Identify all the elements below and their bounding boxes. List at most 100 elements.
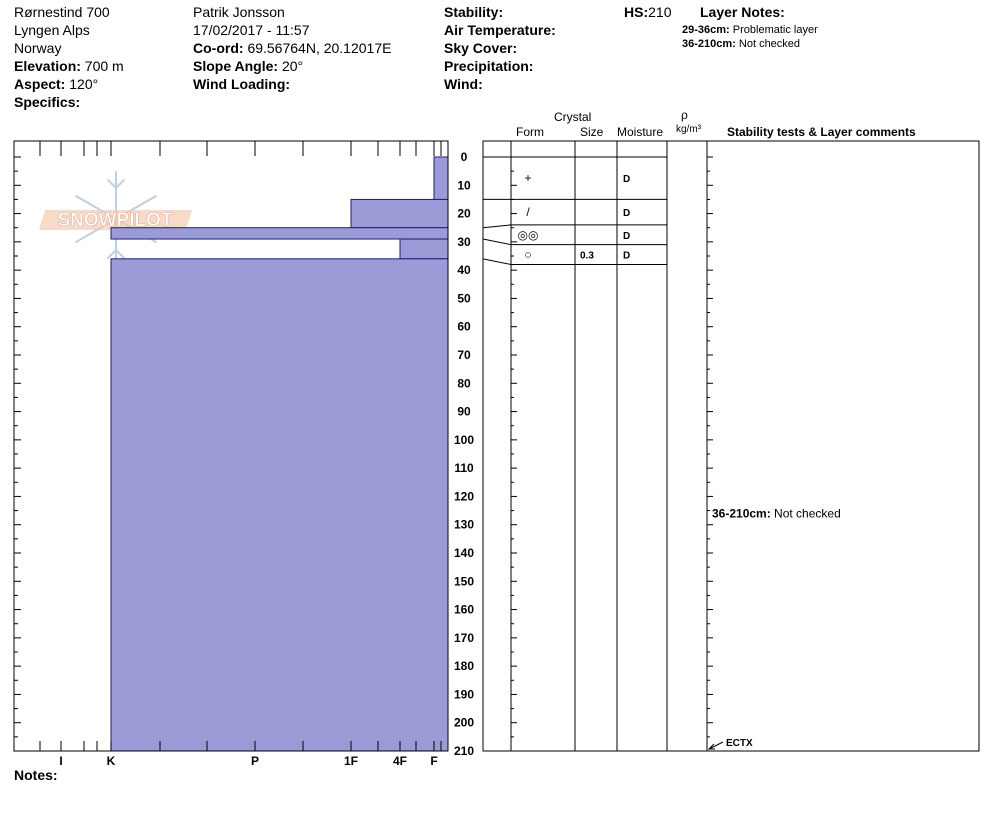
hardness-label: F bbox=[430, 754, 437, 768]
comments-header: Stability tests & Layer comments bbox=[727, 125, 916, 139]
crystal-header: Crystal bbox=[554, 110, 592, 124]
depth-label: 120 bbox=[454, 489, 474, 503]
ectx-pointer bbox=[708, 741, 724, 750]
hardness-label: 1F bbox=[344, 754, 358, 768]
country: Norway bbox=[14, 40, 62, 56]
depth-label: 50 bbox=[457, 291, 471, 305]
coordinates: Co-ord: 69.56764N, 20.12017E bbox=[193, 40, 391, 56]
specifics-label: Specifics: bbox=[14, 94, 81, 110]
wind-loading-label: Wind Loading: bbox=[193, 76, 291, 92]
coord-value: 69.56764N, 20.12017E bbox=[247, 40, 392, 56]
hardness-frame bbox=[13, 140, 449, 752]
layer-connectors bbox=[482, 156, 512, 265]
wind-label: Wind: bbox=[444, 76, 483, 92]
moisture-value: D bbox=[623, 231, 630, 242]
depth-label: 150 bbox=[454, 574, 474, 588]
depth-label: 20 bbox=[457, 207, 471, 221]
crystal-form: / bbox=[526, 205, 530, 219]
layer-rows: + D / D ◎◎ D ○ 0.3 D bbox=[511, 156, 667, 265]
depth-label: 60 bbox=[457, 320, 471, 334]
layer-comment-text: Not checked bbox=[771, 506, 841, 520]
stability-test-label: ECTX bbox=[726, 738, 753, 749]
layer-connector bbox=[482, 238, 512, 246]
moisture-value: D bbox=[623, 208, 630, 219]
depth-label: 160 bbox=[454, 603, 474, 617]
layer-note-range: 36-210cm: bbox=[682, 38, 736, 50]
slope-label: Slope Angle: bbox=[193, 58, 279, 74]
snow-height: HS:210 bbox=[624, 4, 671, 20]
hardness-label: K bbox=[107, 754, 116, 768]
crystal-form: + bbox=[524, 171, 531, 185]
logo-text: SNOWPILOT bbox=[57, 210, 172, 231]
rho-header: ρ bbox=[681, 108, 688, 122]
depth-label: 140 bbox=[454, 546, 474, 560]
layer-notes-title: Layer Notes: bbox=[700, 4, 785, 20]
depth-label: 70 bbox=[457, 348, 471, 362]
form-header: Form bbox=[516, 125, 544, 139]
observation-datetime: 17/02/2017 - 11:57 bbox=[193, 22, 310, 38]
layer-comment: 36-210cm: Not checked bbox=[712, 506, 841, 520]
layer-table-frame bbox=[482, 140, 980, 752]
depth-label: 190 bbox=[454, 687, 474, 701]
elevation-value: 700 m bbox=[84, 58, 124, 74]
observer-name: Patrik Jonsson bbox=[193, 4, 285, 20]
elevation: Elevation: 700 m bbox=[14, 58, 124, 74]
layer-note-text: Not checked bbox=[738, 38, 801, 50]
table-depth-ticks bbox=[511, 156, 713, 752]
depth-label: 180 bbox=[454, 659, 474, 673]
moisture-value: D bbox=[623, 251, 630, 262]
layer-connector bbox=[482, 224, 512, 229]
depth-label: 110 bbox=[454, 461, 474, 475]
snowpilot-logo: SNOWPILOT bbox=[39, 171, 192, 267]
layer-note: 29-36cm: Problematic layer bbox=[682, 24, 818, 36]
aspect-value: 120° bbox=[69, 76, 99, 92]
aspect: Aspect: 120° bbox=[14, 76, 98, 92]
depth-label: 40 bbox=[457, 263, 471, 277]
hardness-layers bbox=[110, 156, 449, 752]
hardness-layer-bar bbox=[433, 156, 449, 200]
crystal-form: ◎◎ bbox=[518, 228, 539, 242]
location-name: Rørnestind 700 bbox=[14, 4, 110, 20]
hs-label: HS: bbox=[624, 4, 649, 20]
depth-label: 0 bbox=[461, 150, 468, 164]
density-unit-header: kg/m³ bbox=[676, 124, 701, 135]
depth-label: 80 bbox=[457, 376, 471, 390]
aspect-label: Aspect: bbox=[14, 76, 66, 92]
layer-note-range: 29-36cm: bbox=[682, 24, 730, 36]
air-temperature-label: Air Temperature: bbox=[444, 22, 556, 38]
hardness-label: P bbox=[251, 754, 259, 768]
layer-note: 36-210cm: Not checked bbox=[682, 38, 800, 50]
ectx-arrowhead bbox=[707, 743, 715, 750]
layer-comment-range: 36-210cm: bbox=[712, 506, 771, 520]
coord-label: Co-ord: bbox=[193, 40, 244, 56]
moisture-header: Moisture bbox=[617, 125, 664, 139]
hardness-axis-labels: I K P 1F 4F F bbox=[59, 754, 437, 768]
hardness-layer-bar bbox=[110, 227, 449, 240]
depth-label: 200 bbox=[454, 716, 474, 730]
slope-value: 20° bbox=[281, 58, 304, 74]
stability-label: Stability: bbox=[444, 4, 504, 20]
hardness-layer-bar bbox=[110, 258, 449, 752]
mountain-range: Lyngen Alps bbox=[14, 22, 90, 38]
depth-axis-labels: 0 10 20 30 40 50 60 70 80 90 100 110 120 130 140 150 160… bbox=[454, 150, 474, 758]
layer-comments: 36-210cm: Not checked ECTX bbox=[707, 506, 841, 750]
hardness-label: I bbox=[59, 754, 62, 768]
moisture-value: D bbox=[623, 174, 630, 185]
hardness-layer-bar bbox=[350, 198, 449, 229]
hardness-ticks bbox=[13, 141, 449, 752]
depth-label: 30 bbox=[457, 235, 471, 249]
hs-value: 210 bbox=[648, 4, 672, 20]
depth-label: 90 bbox=[457, 405, 471, 419]
hardness-layer-bar bbox=[399, 238, 449, 260]
notes-label: Notes: bbox=[14, 767, 58, 783]
size-header: Size bbox=[580, 125, 604, 139]
precipitation-label: Precipitation: bbox=[444, 58, 534, 74]
table-column-lines bbox=[510, 141, 708, 751]
slope-angle: Slope Angle: 20° bbox=[193, 58, 303, 74]
depth-label: 130 bbox=[454, 518, 474, 532]
layer-connector bbox=[482, 258, 512, 265]
depth-label: 170 bbox=[454, 631, 474, 645]
hardness-label: 4F bbox=[393, 754, 407, 768]
sky-cover-label: Sky Cover: bbox=[444, 40, 518, 56]
